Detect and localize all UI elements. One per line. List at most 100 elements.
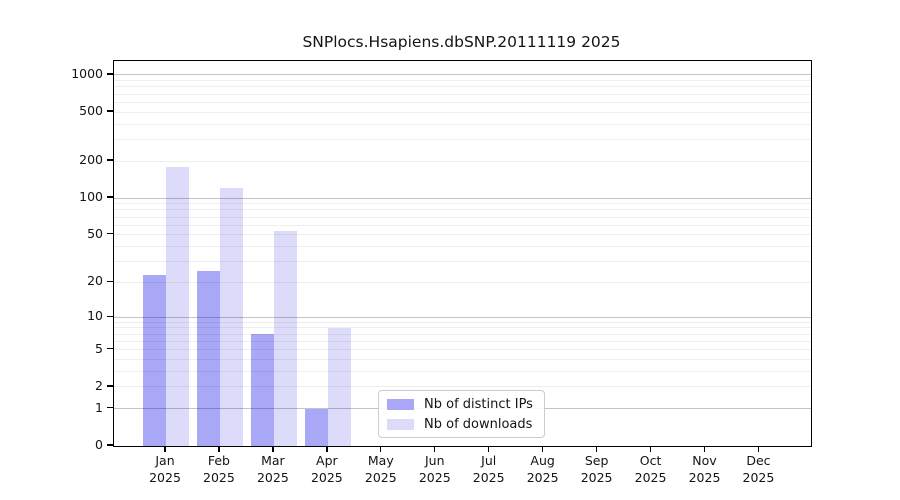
legend-swatch-downloads bbox=[387, 418, 414, 430]
y-tick-0 bbox=[107, 444, 113, 446]
x-tick-label-apr: Apr 2025 bbox=[295, 452, 359, 486]
gridline-60 bbox=[114, 224, 811, 226]
y-tick-1000 bbox=[107, 73, 113, 75]
bar-downloads-mar bbox=[273, 230, 297, 446]
gridline-7 bbox=[114, 333, 811, 335]
x-tick-year: 2025 bbox=[203, 470, 235, 485]
gridline-20 bbox=[114, 281, 811, 283]
gridline-600 bbox=[114, 101, 811, 103]
gridline-40 bbox=[114, 246, 811, 247]
plot-area bbox=[113, 60, 812, 447]
y-tick-10 bbox=[107, 315, 113, 317]
y-tick-label-0: 0 bbox=[95, 437, 103, 452]
y-tick-label-2: 2 bbox=[95, 377, 103, 393]
gridline-8 bbox=[114, 327, 811, 329]
legend: Nb of distinct IPs Nb of downloads bbox=[378, 390, 545, 438]
x-tick-label-dec: Dec 2025 bbox=[726, 452, 790, 486]
x-tick-month: Nov bbox=[692, 453, 717, 468]
y-tick-5 bbox=[107, 348, 113, 350]
x-tick-mar bbox=[272, 446, 274, 452]
x-tick-label-jul: Jul 2025 bbox=[457, 452, 521, 486]
y-tick-label-200: 200 bbox=[79, 152, 103, 168]
y-tick-label-500: 500 bbox=[79, 103, 103, 119]
bar-distinct-ips-apr bbox=[304, 408, 328, 446]
x-tick-nov bbox=[703, 446, 706, 452]
x-tick-month: Oct bbox=[639, 453, 662, 468]
x-tick-month: Dec bbox=[746, 453, 771, 468]
y-tick-label-100: 100 bbox=[79, 189, 103, 205]
bar-distinct-ips-jan bbox=[143, 275, 166, 446]
x-tick-label-nov: Nov 2025 bbox=[673, 452, 737, 486]
x-tick-apr bbox=[326, 446, 328, 452]
gridline-30 bbox=[114, 261, 811, 263]
gridline-70 bbox=[114, 216, 811, 218]
legend-swatch-distinct-ips bbox=[387, 398, 414, 410]
bar-distinct-ips-feb bbox=[196, 270, 220, 446]
x-tick-label-sep: Sep 2025 bbox=[565, 452, 629, 486]
x-tick-year: 2025 bbox=[364, 470, 397, 485]
x-tick-jun bbox=[434, 446, 436, 452]
gridline-300 bbox=[114, 138, 811, 140]
bar-downloads-jan bbox=[166, 166, 189, 446]
gridline-700 bbox=[114, 93, 811, 95]
x-tick-year: 2025 bbox=[634, 470, 667, 485]
x-tick-label-mar: Mar 2025 bbox=[241, 452, 305, 486]
legend-item-distinct-ips: Nb of distinct IPs bbox=[387, 397, 544, 412]
x-tick-month: Feb bbox=[207, 453, 230, 468]
x-tick-label-may: May 2025 bbox=[349, 452, 413, 486]
gridline-50 bbox=[114, 234, 811, 236]
y-tick-20 bbox=[107, 280, 113, 283]
legend-label-downloads: Nb of downloads bbox=[424, 416, 533, 432]
x-tick-oct bbox=[649, 446, 652, 452]
y-tick-label-50: 50 bbox=[87, 225, 103, 241]
x-tick-label-jan: Jan 2025 bbox=[133, 452, 197, 486]
x-tick-month: Mar bbox=[261, 453, 285, 468]
x-tick-jul bbox=[488, 446, 490, 452]
y-tick-label-20: 20 bbox=[87, 273, 103, 289]
gridline-200 bbox=[114, 160, 811, 162]
x-tick-month: Aug bbox=[530, 453, 555, 468]
gridline-10 bbox=[114, 316, 811, 318]
x-tick-year: 2025 bbox=[256, 470, 289, 485]
x-tick-month: May bbox=[367, 453, 394, 468]
x-tick-month: Apr bbox=[316, 453, 338, 468]
x-tick-month: Jul bbox=[481, 453, 497, 468]
chart-title: SNPlocs.Hsapiens.dbSNP.20111119 2025 bbox=[302, 33, 621, 51]
x-tick-year: 2025 bbox=[418, 470, 451, 485]
x-tick-year: 2025 bbox=[688, 470, 721, 485]
y-tick-label-10: 10 bbox=[87, 308, 103, 324]
y-tick-100 bbox=[107, 196, 113, 198]
gridline-2 bbox=[114, 386, 811, 388]
x-tick-jan bbox=[164, 446, 166, 452]
y-tick-2 bbox=[107, 385, 113, 387]
y-tick-200 bbox=[107, 159, 113, 161]
x-tick-month: Jan bbox=[155, 453, 175, 468]
x-tick-year: 2025 bbox=[526, 470, 559, 485]
x-tick-label-jun: Jun 2025 bbox=[403, 452, 467, 486]
gridline-5 bbox=[114, 349, 811, 351]
x-tick-year: 2025 bbox=[310, 470, 343, 485]
legend-label-distinct-ips: Nb of distinct IPs bbox=[424, 396, 533, 412]
gridline-90 bbox=[114, 203, 811, 205]
gridline-800 bbox=[114, 86, 811, 88]
gridline-100 bbox=[114, 197, 811, 199]
x-tick-month: Sep bbox=[584, 453, 609, 468]
gridline-4 bbox=[114, 359, 811, 361]
x-tick-feb bbox=[218, 446, 220, 452]
gridline-9 bbox=[114, 321, 811, 323]
y-tick-label-1: 1 bbox=[95, 399, 103, 415]
x-tick-dec bbox=[757, 446, 760, 452]
x-tick-sep bbox=[596, 446, 598, 452]
x-tick-may bbox=[380, 446, 382, 452]
x-tick-year: 2025 bbox=[472, 470, 505, 485]
y-tick-label-5: 5 bbox=[95, 340, 103, 356]
bar-downloads-apr bbox=[327, 327, 351, 446]
gridline-900 bbox=[114, 80, 811, 82]
bar-distinct-ips-mar bbox=[250, 334, 274, 446]
x-tick-year: 2025 bbox=[742, 470, 775, 485]
gridline-500 bbox=[114, 111, 811, 113]
x-tick-aug bbox=[542, 446, 544, 452]
gridline-3 bbox=[114, 371, 811, 373]
gridline-1000 bbox=[114, 74, 811, 76]
x-tick-year: 2025 bbox=[580, 470, 613, 485]
